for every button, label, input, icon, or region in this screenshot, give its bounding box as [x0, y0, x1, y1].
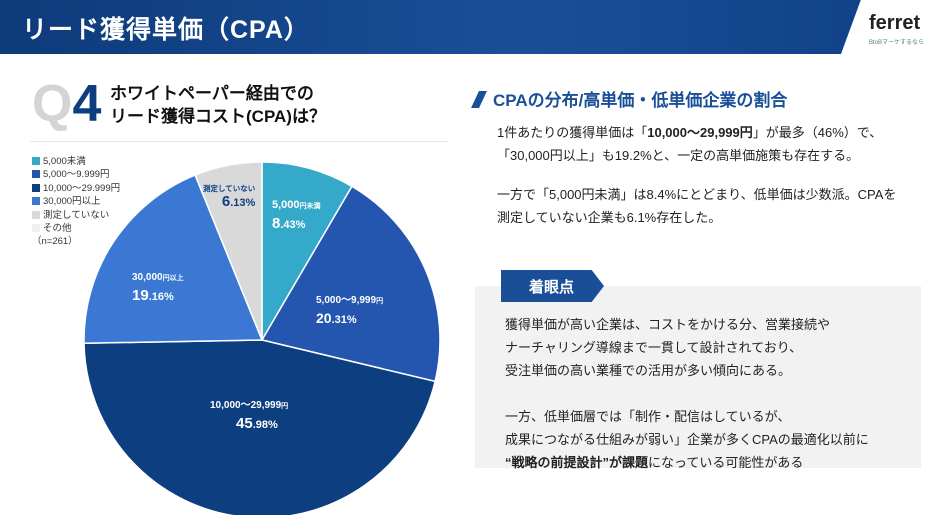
- page-title: リード獲得単価（CPA）: [22, 16, 310, 44]
- pie-slice: [83, 339, 437, 515]
- question-text: ホワイトペーパー経由での リード獲得コスト(CPA)は？: [110, 84, 326, 126]
- legend-item: 測定していない: [32, 209, 120, 222]
- slice-label: 30,000円以上 19.16%: [132, 272, 184, 304]
- pie-slice: [194, 161, 263, 341]
- question-number: Q4: [32, 75, 102, 133]
- slice-label: 測定していない 6.13%: [203, 184, 256, 210]
- section-heading: CPAの分布/高単価・低単価企業の割合: [471, 86, 787, 111]
- legend-item: その他: [32, 222, 120, 235]
- logo-tagline: BtoBマーケするなら: [869, 40, 925, 46]
- sample-size: （n=261）: [32, 236, 78, 248]
- pie-slice: [83, 174, 264, 344]
- legend-item: 10,000～29.999円: [32, 182, 120, 195]
- logo-name: ferret: [869, 12, 921, 34]
- summary-text: 1件あたりの獲得単価は「10,000〜29,999円」が最多（46%）で、 「3…: [497, 125, 883, 163]
- ferret-logo: ferret BtoBマーケするなら: [841, 0, 951, 54]
- pie-slice: [260, 185, 441, 383]
- insight-text: 獲得単価が高い企業は、コストをかける分、営業接続や ナーチャリング導線まで一貫して…: [505, 317, 869, 470]
- slice-label: 5,000円未満 8.43%: [272, 199, 321, 233]
- header-bar: リード獲得単価（CPA） ferret BtoBマーケするなら: [0, 0, 951, 54]
- legend-item: 5,000～9.999円: [32, 168, 120, 181]
- pie-slice: [261, 161, 353, 343]
- legend-item: 30,000円以上: [32, 195, 120, 208]
- slice-label: 10,000～29,999円 45.98%: [210, 400, 289, 432]
- chart-legend: 5,000未満 5,000～9.999円 10,000～29.999円 30,0…: [32, 155, 120, 249]
- insight-box: [475, 286, 921, 468]
- divider: [30, 141, 448, 142]
- insight-badge: 着眼点: [501, 270, 604, 302]
- summary-text-2: 一方で「5,000円未満」は8.4%にとどまり、低単価は少数派。CPAを 測定して…: [497, 187, 897, 225]
- slice-label: 5,000～9,999円 20.31%: [316, 295, 384, 326]
- legend-item: 5,000未満: [32, 155, 120, 168]
